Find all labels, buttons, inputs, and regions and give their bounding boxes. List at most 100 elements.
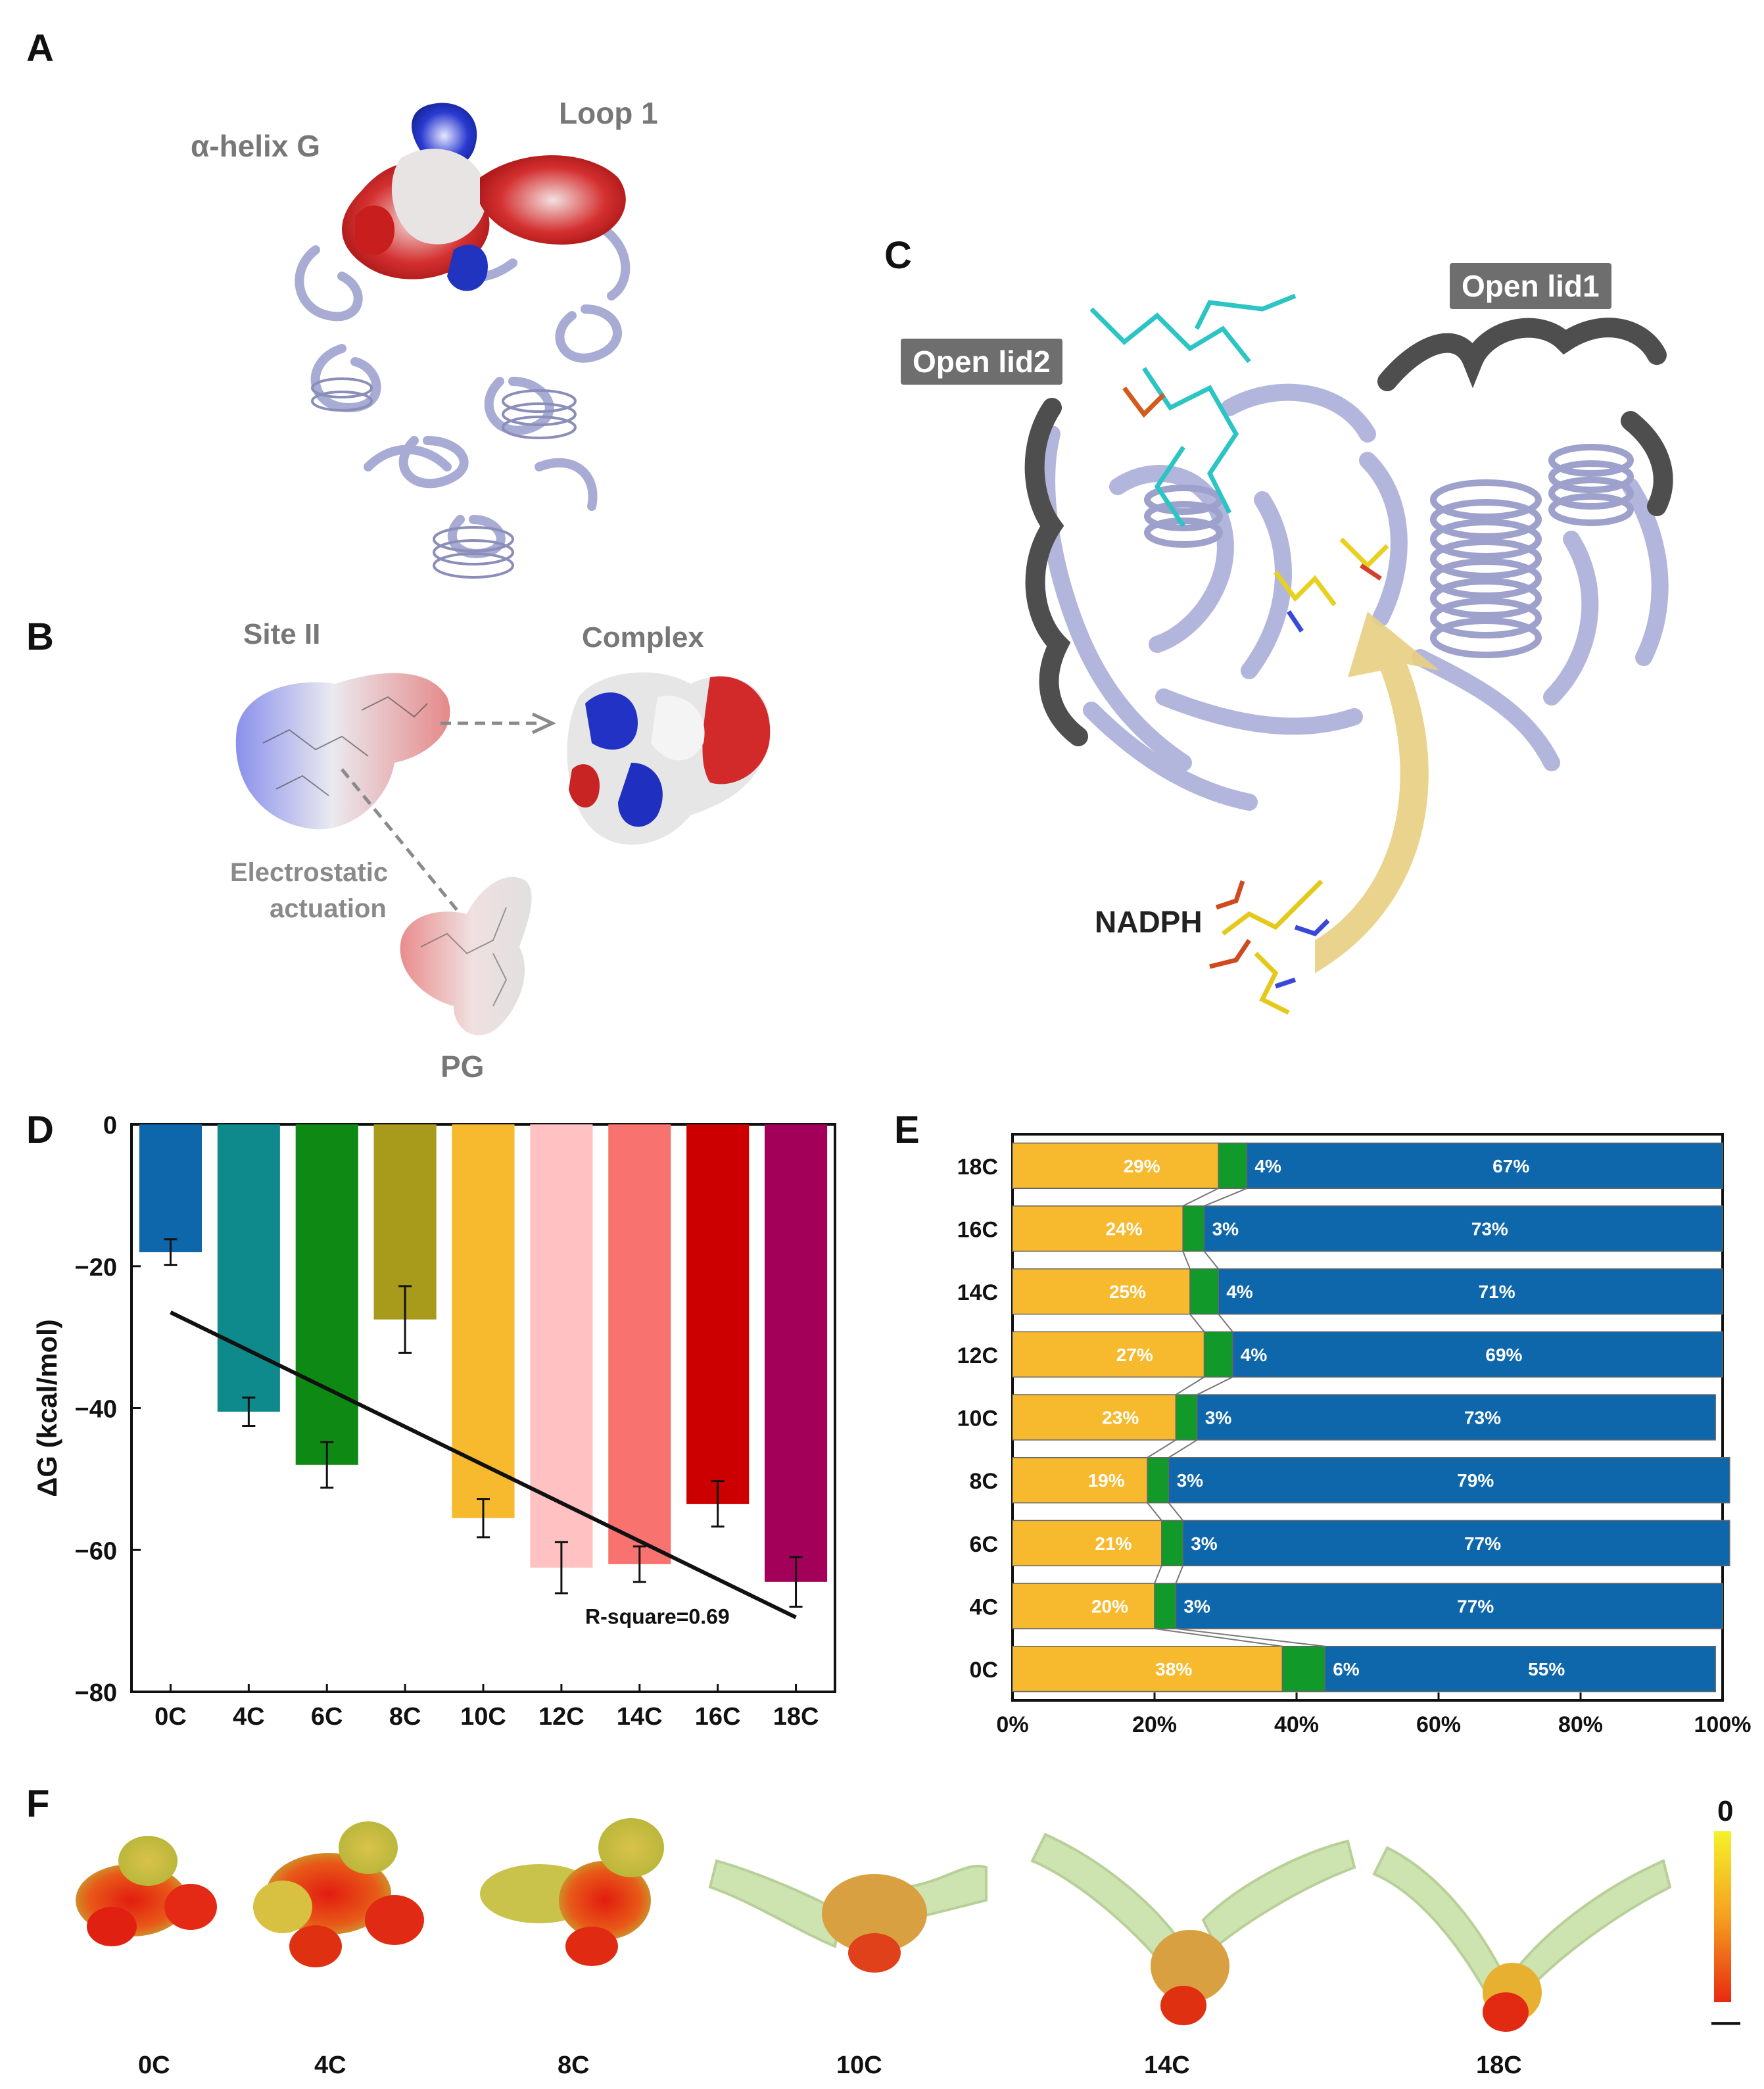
stack-label-b: 3%	[1205, 1408, 1232, 1428]
stack-label-c: 77%	[1457, 1597, 1494, 1617]
esp-0c	[76, 1836, 217, 1946]
stack-segment-18C-1	[1218, 1142, 1248, 1189]
y-tick-label: 4C	[970, 1595, 998, 1620]
stack-label-c: 77%	[1464, 1533, 1501, 1554]
esp-18c	[1372, 1846, 1672, 2032]
esp-label-4c: 4C	[314, 2052, 346, 2079]
x-tick-label: 60%	[1416, 1712, 1461, 1737]
y-tick-label: −60	[75, 1537, 117, 1565]
stack-label-a: 29%	[1124, 1156, 1160, 1176]
connector-line	[1189, 1313, 1205, 1333]
bar-6C	[295, 1124, 358, 1465]
bar-10C	[452, 1124, 515, 1518]
stack-label-b: 3%	[1183, 1597, 1210, 1617]
connector-line	[1204, 1188, 1247, 1207]
label-site-ii: Site II	[243, 618, 321, 650]
x-tick-label: 18C	[773, 1703, 819, 1731]
stack-segment-10C-0	[1012, 1394, 1177, 1441]
chart-e-stacked: 29% 4% 67% 18C 24% 3% 73% 16C 25% 4% 71% 14C 27% 4% 69…	[957, 1133, 1751, 1737]
r-square-annotation: R-square=0.69	[585, 1604, 730, 1628]
stack-segment-8C-0	[1012, 1456, 1148, 1504]
esp-label-10c: 10C	[836, 2052, 882, 2079]
tag-open-lid1: Open lid1	[1450, 263, 1611, 309]
bar-16C	[686, 1124, 750, 1504]
panel-c-letter: C	[884, 234, 912, 277]
esp-scale-bar	[1714, 1831, 1731, 2002]
esp-scale-bottom-label: —	[1711, 2005, 1740, 2038]
label-alpha-helix-g: α-helix G	[191, 129, 320, 163]
stack-label-c: 73%	[1471, 1219, 1508, 1239]
stack-label-a: 23%	[1102, 1408, 1139, 1428]
label-complex: Complex	[582, 621, 704, 654]
esp-label-8c: 8C	[558, 2052, 590, 2079]
stack-segment-16C-0	[1012, 1205, 1183, 1252]
connector-line	[1147, 1439, 1176, 1458]
connector-line	[1182, 1188, 1219, 1207]
x-tick-label: 10C	[460, 1703, 506, 1731]
stack-segment-10C-2	[1197, 1394, 1716, 1441]
stack-label-c: 67%	[1492, 1156, 1529, 1176]
stack-label-a: 21%	[1095, 1533, 1132, 1554]
stack-segment-8C-1	[1147, 1456, 1170, 1504]
stack-segment-18C-0	[1012, 1142, 1219, 1189]
stack-label-a: 27%	[1116, 1345, 1153, 1365]
label-actuation: actuation	[270, 894, 387, 923]
pg-surface	[400, 876, 532, 1036]
connector-line	[1197, 1376, 1233, 1395]
connector-line	[1182, 1251, 1191, 1270]
stack-label-b: 4%	[1254, 1156, 1281, 1176]
stack-segment-0C-0	[1012, 1645, 1283, 1693]
connector-line	[1168, 1502, 1183, 1522]
stack-label-c: 73%	[1464, 1408, 1501, 1428]
connector-line	[1218, 1313, 1233, 1333]
label-nadph: NADPH	[1095, 905, 1203, 939]
esp-10c	[708, 1859, 988, 1973]
stack-segment-12C-1	[1203, 1331, 1233, 1378]
y-tick-label: −40	[75, 1396, 117, 1424]
y-tick-label: 16C	[957, 1218, 998, 1243]
stack-segment-4C-0	[1012, 1583, 1155, 1629]
panel-b-letter: B	[26, 615, 54, 658]
stack-segment-8C-2	[1168, 1456, 1730, 1504]
esp-label-0c: 0C	[138, 2052, 170, 2079]
stack-label-b: 4%	[1226, 1282, 1253, 1302]
bar-4C	[217, 1124, 280, 1412]
esp-label-18c: 18C	[1476, 2052, 1522, 2079]
x-tick-label: 40%	[1274, 1712, 1319, 1737]
y-tick-label: 6C	[970, 1532, 998, 1557]
label-loop-1: Loop 1	[559, 96, 658, 130]
dashed-arrow-right	[441, 712, 556, 734]
label-electrostatic: Electrostatic	[230, 858, 389, 887]
stack-segment-10C-1	[1175, 1394, 1198, 1441]
y-tick-label: 0	[103, 1112, 117, 1140]
esp-14c	[1030, 1833, 1356, 2025]
x-tick-label: 80%	[1558, 1712, 1603, 1737]
stack-segment-6C-2	[1182, 1520, 1730, 1567]
complex-surface	[567, 672, 771, 845]
connector-line	[1176, 1627, 1325, 1647]
chart-d-delta-g: 0 −20 −40 −60 −80 ΔG (kcal/mol) 0C 4C 6C 8C 10C 12C…	[32, 1112, 836, 1731]
stack-segment-6C-0	[1012, 1520, 1162, 1567]
stack-segment-4C-1	[1154, 1583, 1177, 1629]
stack-label-b: 3%	[1191, 1533, 1218, 1554]
x-tick-label: 6C	[311, 1703, 343, 1731]
label-pg: PG	[441, 1049, 485, 1084]
esp-8c	[480, 1818, 664, 1966]
y-axis-label: ΔG (kcal/mol)	[32, 1319, 62, 1497]
nadph-entry-arrow	[1315, 612, 1440, 973]
panel-d-letter: D	[26, 1109, 54, 1151]
stack-segment-6C-1	[1161, 1520, 1183, 1567]
esp-label-14c: 14C	[1144, 2052, 1190, 2079]
stack-label-c: 55%	[1528, 1659, 1565, 1679]
y-tick-label: 18C	[957, 1155, 998, 1180]
bar-14C	[608, 1124, 671, 1564]
stack-label-a: 38%	[1155, 1659, 1192, 1679]
x-tick-label: 4C	[233, 1703, 265, 1731]
stack-segment-4C-2	[1175, 1583, 1723, 1629]
esp-4c	[253, 1821, 424, 1967]
protein-structure-c	[1024, 293, 1673, 811]
x-tick-label: 12C	[538, 1703, 584, 1731]
connector-line	[1175, 1376, 1205, 1395]
stack-label-c: 79%	[1457, 1470, 1494, 1491]
stack-segment-18C-2	[1246, 1142, 1723, 1189]
